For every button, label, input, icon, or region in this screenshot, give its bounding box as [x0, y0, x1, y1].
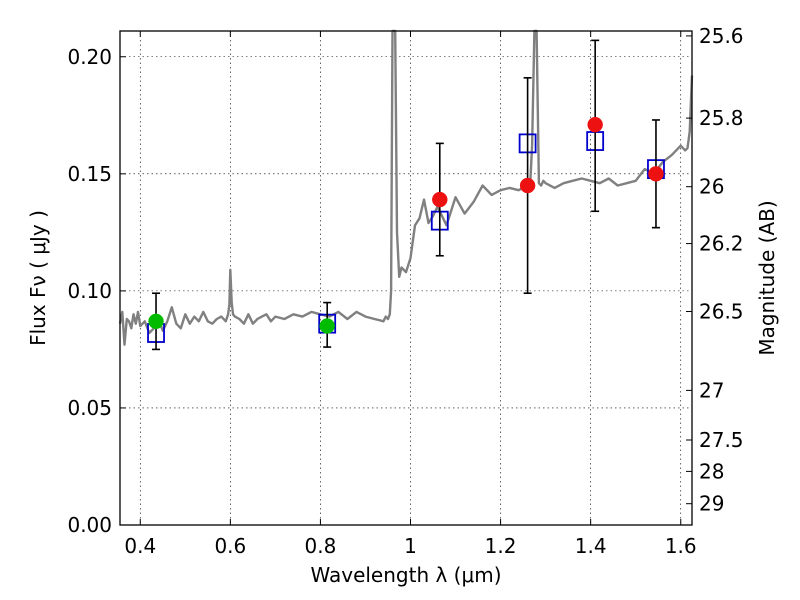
y-tick-label: 0.00 — [67, 513, 112, 537]
x-axis-label: Wavelength λ (μm) — [310, 563, 501, 587]
x-tick-label: 1 — [404, 534, 417, 558]
x-tick-label: 0.4 — [124, 534, 156, 558]
y2-axis-label: Magnitude (AB) — [755, 200, 779, 355]
mag-tick-label: 25.8 — [699, 106, 744, 130]
mag-tick-label: 26.2 — [699, 232, 744, 256]
model-spectrum-layer — [118, 29, 694, 346]
red-observed-point — [432, 191, 448, 208]
x-tick-label: 1.4 — [575, 534, 607, 558]
red-observed-point — [648, 166, 664, 182]
data-points-layer — [147, 39, 665, 351]
y-tick-label: 0.10 — [67, 279, 112, 303]
y-tick-label: 0.20 — [67, 45, 112, 69]
axis-ticks: 0.4 0.6 0.8 1 1.2 1.4 1.6 0.00 0.05 0.10 0.15 0.20 2… — [67, 24, 743, 558]
mag-tick-label: 26 — [699, 175, 724, 199]
plot-frame — [119, 30, 693, 526]
mag-tick-label: 28 — [699, 459, 724, 483]
mag-tick-label: 29 — [699, 492, 724, 516]
red-observed-point — [519, 177, 536, 194]
green-observed-point — [148, 313, 164, 330]
grid-lines — [120, 31, 692, 526]
x-tick-label: 0.8 — [305, 534, 337, 558]
y-tick-label: 0.15 — [67, 162, 112, 186]
mag-tick-label: 26.5 — [699, 299, 744, 323]
y-axis-label: Flux Fν ( μJy ) — [26, 210, 50, 346]
red-observed-point — [587, 116, 603, 133]
mag-tick-label: 27.5 — [699, 428, 744, 452]
x-tick-label: 0.6 — [214, 534, 246, 558]
green-observed-point — [319, 318, 335, 334]
model-spectrum-line — [118, 29, 694, 346]
x-tick-label: 1.6 — [665, 534, 697, 558]
mag-tick-label: 27 — [699, 378, 724, 402]
x-tick-label: 1.2 — [485, 534, 517, 558]
y-tick-label: 0.05 — [67, 396, 112, 420]
mag-tick-label: 25.6 — [699, 24, 744, 48]
